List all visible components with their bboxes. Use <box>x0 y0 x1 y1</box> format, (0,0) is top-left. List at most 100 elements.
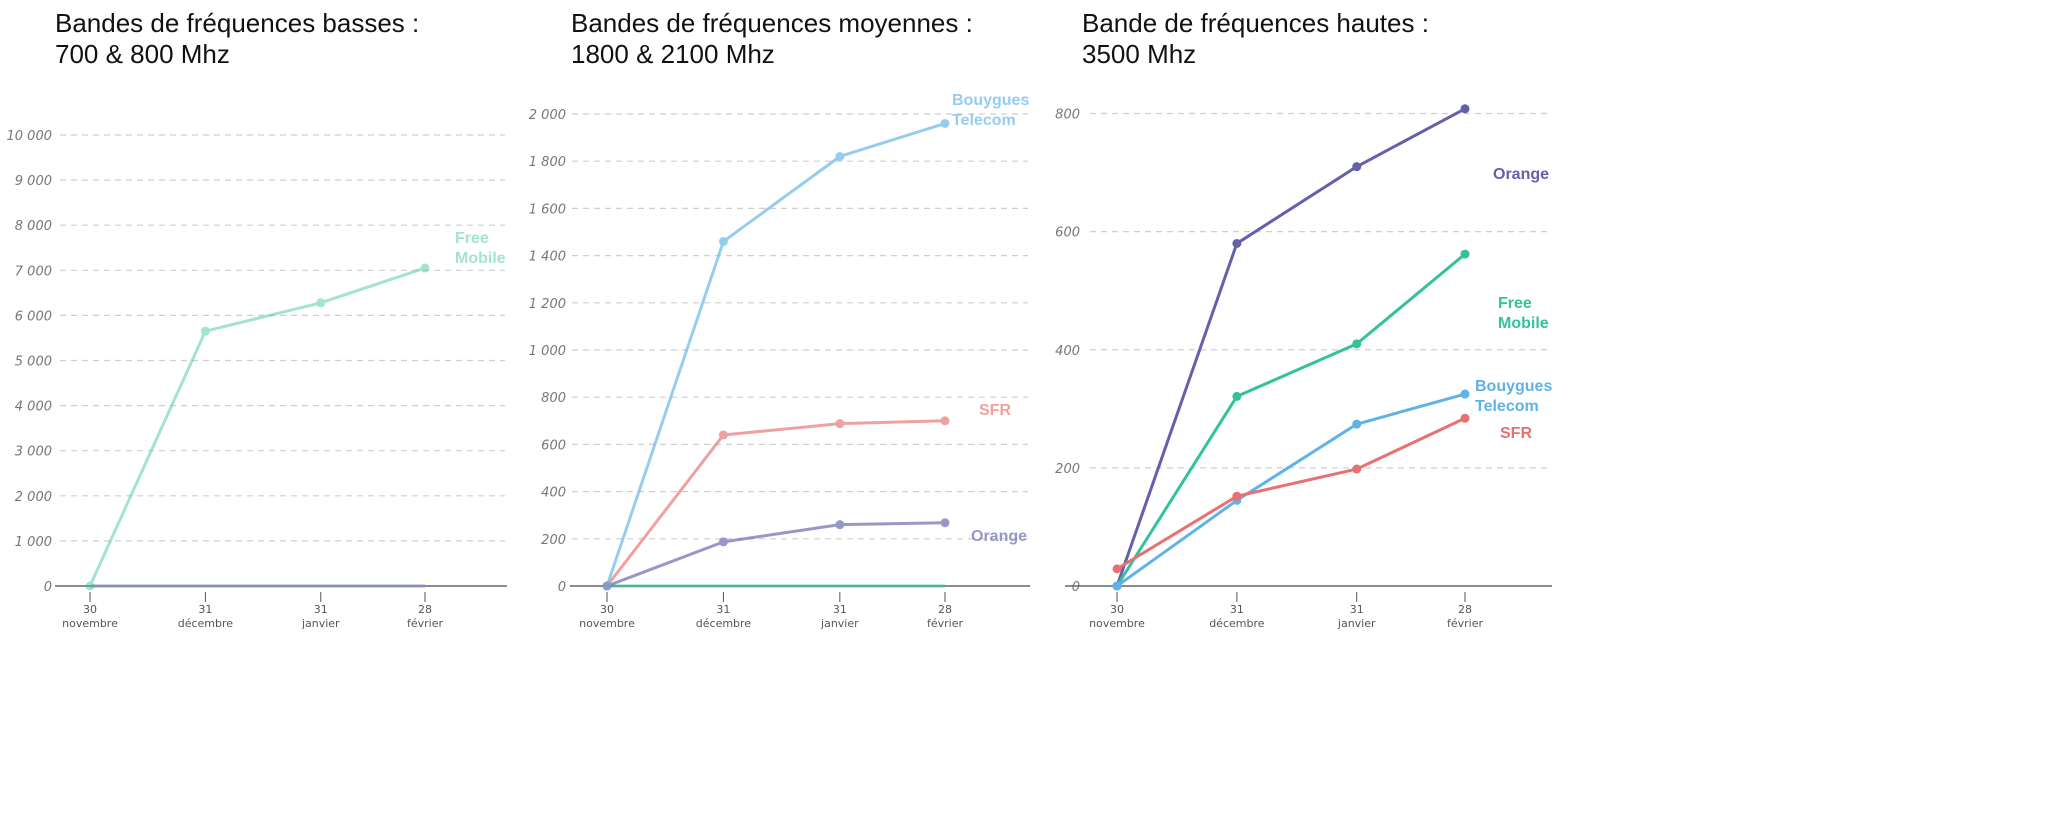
y-tick-label: 400 <box>541 486 566 501</box>
x-tick-day-label: 31 <box>1230 603 1244 616</box>
x-tick-day-label: 28 <box>418 603 432 616</box>
x-tick-month-label: novembre <box>579 617 635 630</box>
y-tick-label: 800 <box>1055 108 1080 123</box>
y-tick-label: 6 000 <box>15 309 52 324</box>
data-point <box>1352 339 1362 349</box>
data-point <box>1460 104 1470 114</box>
data-point <box>602 581 612 591</box>
y-tick-label: 1 400 <box>529 250 566 265</box>
series-label: Telecom <box>1475 398 1539 415</box>
series-sfr: SFR <box>602 402 1011 591</box>
y-tick-label: 3 000 <box>15 445 52 460</box>
series-label: Orange <box>971 528 1027 545</box>
x-tick-day-label: 31 <box>198 603 212 616</box>
data-point <box>718 236 728 246</box>
series-label: Free <box>1498 295 1532 312</box>
series-line <box>1115 107 1466 587</box>
y-tick-label: 1 800 <box>529 155 566 170</box>
y-tick-label: 200 <box>1055 462 1080 477</box>
x-tick-day-label: 31 <box>1350 603 1364 616</box>
y-tick-label: 0 <box>44 580 52 595</box>
x-tick-month-label: janvier <box>1337 617 1376 630</box>
y-tick-label: 10 000 <box>7 129 53 144</box>
chart-panel-1: 0 200 400 600 800 1 000 1 200 1 400 1 600 1 800 2 … <box>529 92 1030 630</box>
data-point <box>1112 564 1122 574</box>
data-point <box>1232 391 1242 401</box>
data-point <box>85 581 95 591</box>
series-line <box>605 122 946 587</box>
y-tick-label: 400 <box>1055 344 1080 359</box>
y-tick-label: 5 000 <box>15 355 52 370</box>
series-orange: Orange <box>602 518 1027 591</box>
x-tick-month-label: novembre <box>1089 617 1145 630</box>
y-tick-label: 0 <box>1072 580 1080 595</box>
y-tick-label: 7 000 <box>15 264 52 279</box>
series-label: Bouygues <box>952 92 1029 109</box>
series-label: Free <box>455 230 489 247</box>
series-line <box>1116 392 1466 588</box>
x-tick-day-label: 28 <box>1458 603 1472 616</box>
y-tick-label: 2 000 <box>15 490 52 505</box>
x-tick-day-label: 31 <box>833 603 847 616</box>
data-point <box>940 416 950 426</box>
series-line <box>605 419 946 587</box>
chart-panel-2: 020040060080030novembre31décembre31janvi… <box>1055 104 1552 630</box>
chart-panel-0: 0 1 000 2 000 3 000 4 000 5 000 6 000 7 000 8 00… <box>7 129 507 630</box>
x-tick-month-label: février <box>927 617 963 630</box>
x-tick-month-label: janvier <box>301 617 340 630</box>
x-tick-day-label: 31 <box>314 603 328 616</box>
data-point <box>718 430 728 440</box>
data-point <box>1460 249 1470 259</box>
series-free-mobile: Free Mobile <box>1112 249 1549 591</box>
series-line <box>606 521 946 588</box>
x-tick-month-label: janvier <box>820 617 859 630</box>
series-label: SFR <box>979 402 1011 419</box>
series-label: Bouygues <box>1475 378 1552 395</box>
data-point <box>1232 238 1242 248</box>
x-tick-day-label: 30 <box>1110 603 1124 616</box>
x-tick-month-label: février <box>407 617 443 630</box>
y-tick-label: 600 <box>541 438 566 453</box>
series-sfr: SFR <box>1112 413 1532 574</box>
data-point <box>200 326 210 336</box>
series-label: Mobile <box>1498 315 1549 332</box>
data-point <box>1352 162 1362 172</box>
chart-title-high-bands: Bande de fréquences hautes : 3500 Mhz <box>1082 8 1429 69</box>
series-bouygues-telecom: Bouygues Telecom <box>1112 378 1552 591</box>
series-orange: Orange <box>1112 104 1549 591</box>
series-free-mobile: Free Mobile <box>85 230 506 591</box>
y-tick-label: 200 <box>541 533 566 548</box>
series-label: SFR <box>1500 425 1532 442</box>
x-tick-month-label: février <box>1447 617 1483 630</box>
data-point <box>316 298 326 308</box>
y-tick-label: 600 <box>1055 226 1080 241</box>
data-point <box>420 263 430 273</box>
x-tick-month-label: décembre <box>178 617 234 630</box>
data-point <box>1232 491 1242 501</box>
series-label: Telecom <box>952 112 1016 129</box>
x-tick-day-label: 28 <box>938 603 952 616</box>
y-tick-label: 1 600 <box>529 202 566 217</box>
series-line <box>88 266 426 587</box>
y-tick-label: 1 200 <box>529 297 566 312</box>
x-tick-day-label: 30 <box>83 603 97 616</box>
data-point <box>940 118 950 128</box>
chart-title-mid-bands: Bandes de fréquences moyennes : 1800 & 2… <box>571 8 973 69</box>
series-line <box>1116 416 1466 571</box>
data-point <box>1460 389 1470 399</box>
x-tick-month-label: décembre <box>1209 617 1265 630</box>
data-point <box>718 537 728 547</box>
x-tick-month-label: novembre <box>62 617 118 630</box>
y-tick-label: 4 000 <box>15 400 52 415</box>
y-tick-label: 800 <box>541 391 566 406</box>
series-label: Orange <box>1493 166 1549 183</box>
data-point <box>1112 581 1122 591</box>
series-label: Mobile <box>455 250 506 267</box>
data-point <box>1352 419 1362 429</box>
y-tick-label: 2 000 <box>529 108 566 123</box>
data-point <box>835 151 845 161</box>
chart-title-low-bands: Bandes de fréquences basses : 700 & 800 … <box>55 8 420 69</box>
data-point <box>1352 464 1362 474</box>
y-tick-label: 1 000 <box>529 344 566 359</box>
